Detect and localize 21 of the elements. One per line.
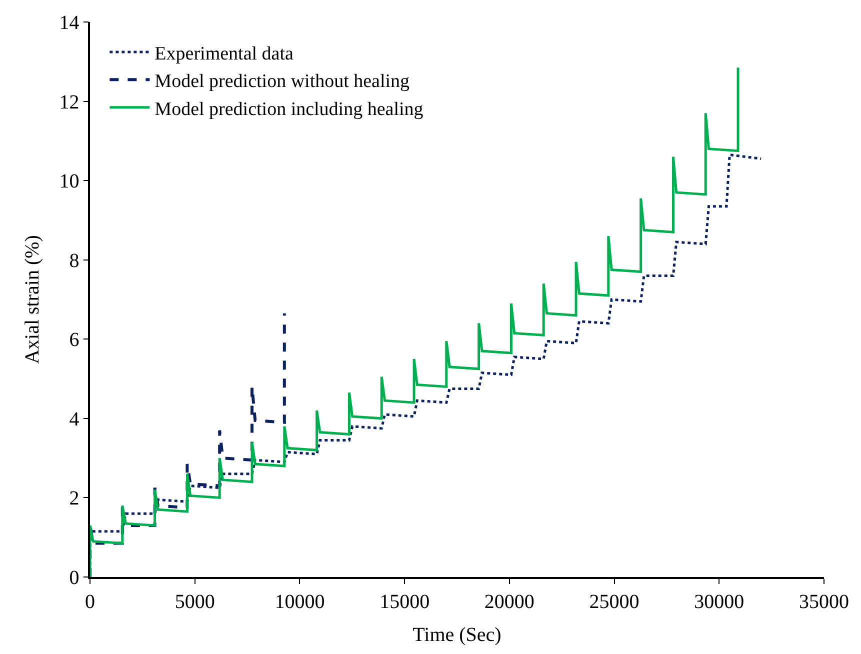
y-axis-title: Axial strain (%) xyxy=(21,235,44,364)
x-tick-label: 20000 xyxy=(484,590,534,613)
y-tick-label: 10 xyxy=(59,170,80,193)
x-tick-label: 25000 xyxy=(589,590,640,613)
y-tick-label: 8 xyxy=(69,250,80,272)
x-tick-label: 10000 xyxy=(274,590,325,613)
y-tick-label: 2 xyxy=(69,488,80,510)
x-tick-label: 5000 xyxy=(174,590,215,613)
x-tick-label: 30000 xyxy=(694,590,744,613)
y-tick-label: 12 xyxy=(59,91,80,114)
y-tick-label: 0 xyxy=(69,567,80,589)
x-tick-label: 35000 xyxy=(799,590,849,613)
y-tick-label: 14 xyxy=(59,12,80,34)
legend-label: Model prediction including healing xyxy=(154,98,424,120)
y-tick-label: 6 xyxy=(69,329,80,352)
x-axis-title: Time (Sec) xyxy=(412,624,502,646)
x-tick-label: 0 xyxy=(85,590,95,613)
legend-label: Experimental data xyxy=(154,43,294,64)
x-tick-label: 15000 xyxy=(380,590,430,613)
y-tick-label: 4 xyxy=(69,408,80,430)
legend-label: Model prediction without healing xyxy=(154,71,410,92)
